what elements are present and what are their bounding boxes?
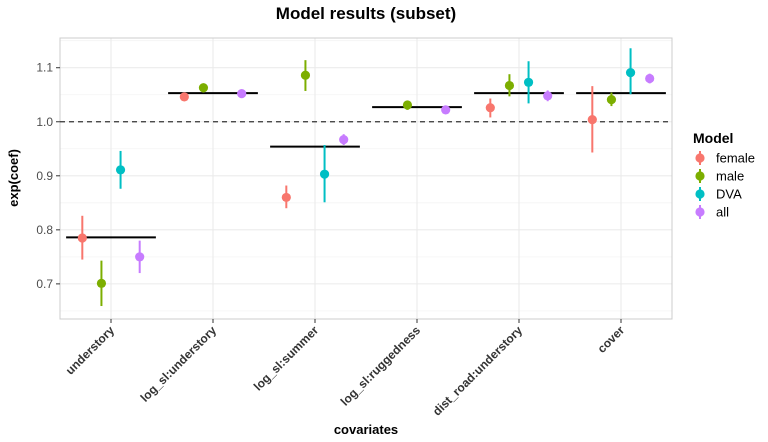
series-female (77, 86, 597, 260)
legend-label: DVA (716, 187, 742, 202)
y-axis-title: exp(coef) (6, 149, 21, 207)
point (606, 95, 617, 105)
y-axis-ticks: 0.7 0.8 0.9 1.0 1.1 (36, 61, 60, 291)
legend-key-point (695, 153, 705, 163)
pooled-estimates (66, 92, 666, 239)
legend-key-point (695, 207, 705, 217)
point (587, 114, 597, 125)
legend-key-point (695, 171, 705, 181)
x-tick-label: understory (63, 323, 117, 377)
point (339, 134, 349, 145)
x-tick-label: cover (595, 323, 628, 356)
point (319, 169, 330, 179)
point (441, 105, 451, 115)
x-tick-label: log_sl:summer (251, 323, 321, 393)
point (77, 233, 87, 243)
y-tick-label: 1.1 (36, 61, 53, 75)
y-tick-label: 1.0 (36, 115, 53, 129)
model-series (77, 48, 655, 307)
legend-label: all (716, 205, 729, 220)
legend-item: female (695, 151, 755, 166)
chart-title: Model results (subset) (276, 4, 456, 23)
point (198, 83, 209, 93)
point (237, 89, 247, 99)
grid (60, 38, 672, 319)
x-axis-title: covariates (334, 422, 398, 437)
series-DVA (115, 48, 636, 203)
legend-key-point (695, 189, 705, 199)
legend-label: female (716, 151, 755, 166)
point (523, 77, 534, 87)
point (543, 91, 553, 101)
legend-label: male (716, 169, 744, 184)
legend-item: all (695, 205, 729, 220)
point (625, 67, 636, 78)
point (115, 165, 126, 175)
x-tick-label: log_sl:understory (138, 323, 220, 405)
point (504, 80, 515, 91)
point (485, 103, 495, 113)
point (96, 278, 107, 288)
series-male (96, 60, 617, 307)
legend-item: DVA (695, 187, 742, 202)
y-tick-label: 0.8 (36, 223, 53, 237)
series-all (135, 73, 655, 274)
legend-item: male (695, 169, 744, 184)
point (135, 252, 145, 262)
x-tick-label: log_sl:ruggedness (338, 323, 424, 409)
y-tick-label: 0.9 (36, 169, 53, 183)
y-tick-label: 0.7 (36, 277, 53, 291)
point (300, 70, 311, 80)
x-axis-ticks: understory log_sl:understory log_sl:summer… (63, 319, 627, 418)
plot-panel-border (59, 37, 673, 320)
legend: Model female male DVA all (693, 130, 755, 220)
point (281, 192, 291, 203)
point (645, 73, 655, 84)
x-tick-label: dist_road:understory (430, 323, 525, 418)
legend-title: Model (693, 130, 733, 146)
point (402, 100, 413, 110)
point (179, 92, 189, 102)
